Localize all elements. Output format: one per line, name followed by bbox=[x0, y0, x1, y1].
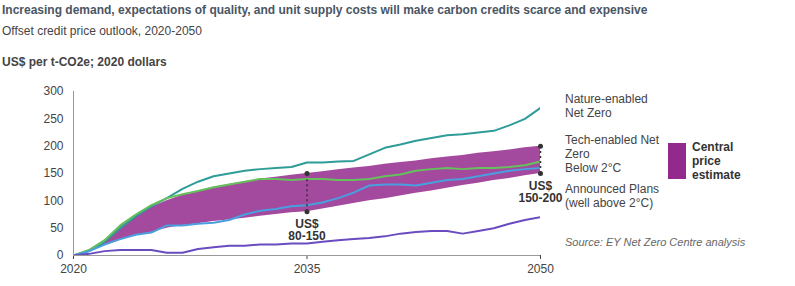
svg-text:200: 200 bbox=[43, 139, 63, 153]
html-text:US$ per t-CO2e; 2020 dollars: US$ per t-CO2e; 2020 dollars bbox=[2, 55, 167, 69]
html-text:Source: EY Net Zero Centre ana: Source: EY Net Zero Centre analysis bbox=[565, 236, 746, 248]
html-text:Announced Plans (well above 2°: Announced Plans (well above 2°C) bbox=[565, 182, 660, 210]
svg-text:300: 300 bbox=[43, 84, 63, 98]
html-text:Tech-enabled Net Zero: Tech-enabled Net Zero bbox=[565, 133, 660, 161]
svg-text:2020: 2020 bbox=[60, 262, 87, 276]
html-text:Nature-enabled Net Zero: Nature-enabled Net Zero bbox=[565, 92, 648, 120]
svg-text:100: 100 bbox=[43, 194, 63, 208]
html-text:Central price estimate: Central price estimate bbox=[692, 140, 741, 182]
html-text:Increasing demand, expectation: Increasing demand, expectations of quali… bbox=[2, 3, 648, 17]
svg-text:2050: 2050 bbox=[527, 262, 554, 276]
svg-text:US$80-150: US$80-150 bbox=[288, 217, 326, 243]
svg-text:0: 0 bbox=[57, 248, 64, 262]
svg-text:US$150-200: US$150-200 bbox=[518, 179, 562, 205]
html-text:Below 2°C: Below 2°C bbox=[565, 161, 622, 175]
svg-text:2035: 2035 bbox=[294, 262, 321, 276]
html-text:Offset credit price outlook, 2: Offset credit price outlook, 2020-2050 bbox=[2, 24, 202, 38]
svg-text:50: 50 bbox=[50, 221, 64, 235]
svg-text:150: 150 bbox=[43, 166, 63, 180]
svg-text:250: 250 bbox=[43, 112, 63, 126]
